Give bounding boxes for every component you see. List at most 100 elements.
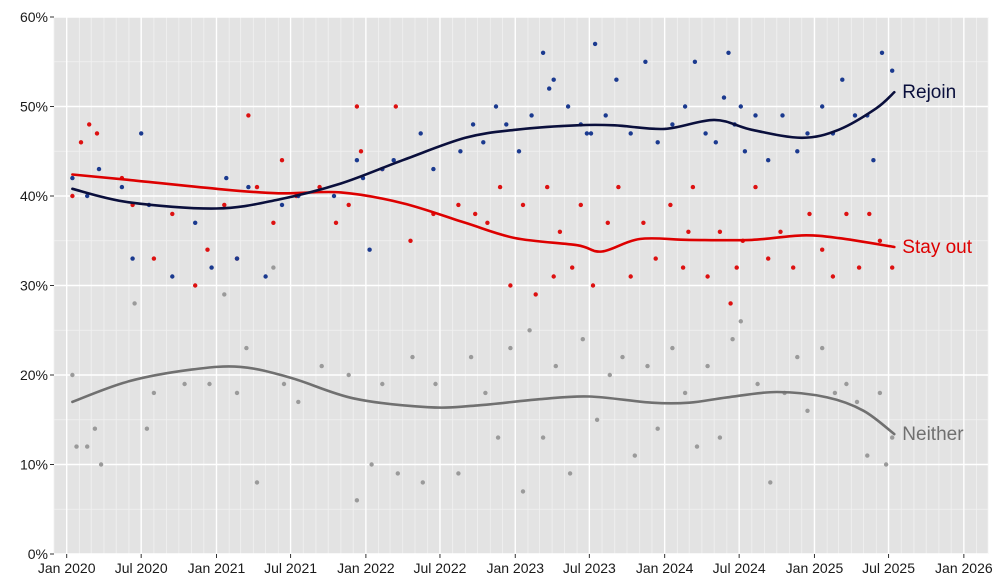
point-stay-out <box>728 301 733 306</box>
point-neither <box>738 319 743 324</box>
point-rejoin <box>655 140 660 145</box>
point-rejoin <box>246 184 251 190</box>
point-rejoin <box>840 77 845 82</box>
point-neither <box>369 462 374 467</box>
axes: Jan 2020 Jul 2020 Jan 2021 Jul 2021 Jan 2022… <box>20 9 993 576</box>
point-rejoin <box>493 104 499 109</box>
point-rejoin <box>540 50 546 55</box>
point-neither <box>234 390 240 396</box>
point-stay-out <box>358 149 364 154</box>
y-tick-label: 50% <box>20 99 48 115</box>
point-stay-out <box>717 229 723 234</box>
series-label-stay-out: Stay out <box>902 237 972 258</box>
point-neither <box>877 390 883 396</box>
x-tick-label: Jul 2025 <box>862 560 915 576</box>
point-neither <box>755 381 760 387</box>
y-tick-label: 10% <box>20 457 48 473</box>
point-neither <box>865 453 870 458</box>
point-neither <box>456 471 461 476</box>
point-stay-out <box>70 193 75 199</box>
trend-layer <box>71 90 896 436</box>
point-stay-out <box>279 158 285 163</box>
point-neither <box>580 337 585 342</box>
point-stay-out <box>354 104 360 109</box>
point-stay-out <box>87 122 92 127</box>
point-rejoin <box>682 104 688 109</box>
point-rejoin <box>742 149 748 154</box>
point-neither <box>508 345 513 351</box>
point-stay-out <box>78 140 84 145</box>
point-neither <box>730 337 735 342</box>
point-stay-out <box>222 202 227 208</box>
x-tick-label: Jan 2023 <box>486 560 544 576</box>
point-rejoin <box>603 113 608 118</box>
point-neither <box>805 408 810 413</box>
point-rejoin <box>139 131 144 136</box>
x-tick-label: Jan 2026 <box>935 560 993 576</box>
point-rejoin <box>193 220 198 225</box>
point-stay-out <box>456 202 461 208</box>
point-rejoin <box>871 158 876 163</box>
point-neither <box>632 453 637 458</box>
point-stay-out <box>551 274 556 279</box>
point-rejoin <box>263 274 268 279</box>
point-stay-out <box>641 220 646 225</box>
point-stay-out <box>545 184 550 190</box>
x-tick-label: Jan 2025 <box>786 560 844 576</box>
point-rejoin <box>614 77 619 82</box>
point-neither <box>182 381 187 387</box>
series-label-rejoin: Rejoin <box>902 82 956 103</box>
point-stay-out <box>705 274 710 279</box>
x-tick-label: Jul 2022 <box>413 560 466 576</box>
point-neither <box>395 471 400 476</box>
point-neither <box>594 417 600 422</box>
point-rejoin <box>628 131 633 136</box>
point-stay-out <box>628 274 633 279</box>
point-stay-out <box>590 283 596 288</box>
point-rejoin <box>504 122 509 127</box>
point-neither <box>296 399 301 405</box>
point-stay-out <box>753 184 758 190</box>
point-stay-out <box>346 202 351 208</box>
point-neither <box>207 381 212 387</box>
point-rejoin <box>130 256 135 261</box>
point-stay-out <box>791 265 796 270</box>
point-neither <box>319 363 324 369</box>
point-neither <box>705 363 710 369</box>
point-rejoin <box>726 50 731 55</box>
point-rejoin <box>234 256 240 261</box>
point-rejoin <box>805 131 810 136</box>
point-rejoin <box>753 113 758 118</box>
point-neither <box>420 480 425 485</box>
x-tick-label: Jan 2024 <box>636 560 694 576</box>
point-neither <box>717 435 723 440</box>
point-neither <box>144 426 150 431</box>
point-rejoin <box>481 140 486 145</box>
point-neither <box>254 480 260 485</box>
point-stay-out <box>205 247 210 252</box>
x-tick-label: Jul 2024 <box>713 560 766 576</box>
point-rejoin <box>584 131 590 136</box>
point-stay-out <box>508 283 513 288</box>
x-tick-label: Jan 2020 <box>38 560 96 576</box>
point-rejoin <box>670 122 675 127</box>
point-stay-out <box>520 202 526 208</box>
point-rejoin <box>85 193 90 199</box>
point-stay-out <box>570 265 575 270</box>
point-neither <box>483 390 488 396</box>
point-neither <box>132 301 137 306</box>
point-neither <box>890 435 895 440</box>
point-neither <box>85 444 90 449</box>
point-stay-out <box>807 211 812 217</box>
point-rejoin <box>703 131 708 136</box>
point-rejoin <box>70 175 75 181</box>
y-tick-label: 40% <box>20 188 48 204</box>
point-stay-out <box>578 202 583 208</box>
point-neither <box>883 462 889 467</box>
point-rejoin <box>738 104 743 109</box>
point-neither <box>222 292 227 297</box>
point-neither <box>380 381 385 387</box>
point-stay-out <box>890 265 895 270</box>
point-neither <box>694 444 700 449</box>
point-stay-out <box>170 211 175 217</box>
